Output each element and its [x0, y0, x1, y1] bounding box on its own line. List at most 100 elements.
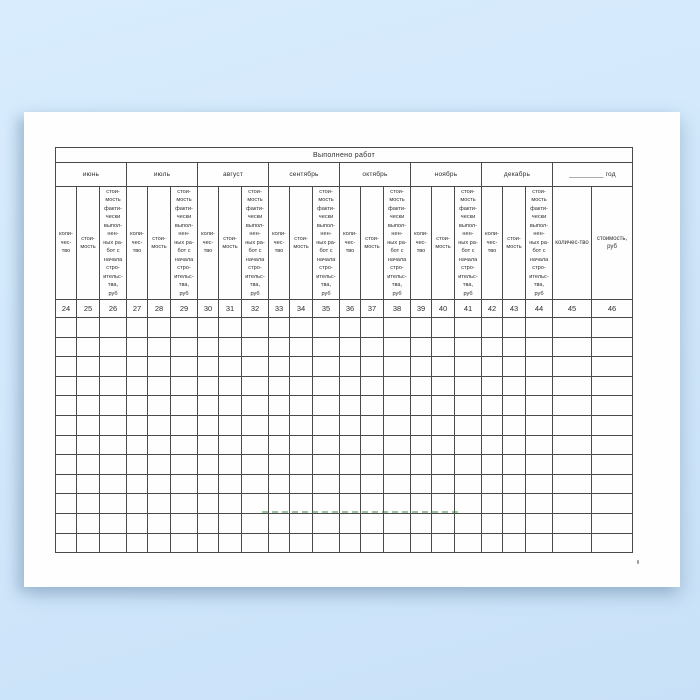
data-cell: [268, 532, 290, 554]
month-header-0: июнь: [55, 162, 127, 187]
data-cell: [525, 375, 553, 397]
data-cell: [218, 493, 242, 514]
data-cell: [312, 395, 340, 416]
data-cell: [525, 532, 553, 554]
data-cell: [431, 454, 455, 475]
data-cell: [410, 434, 432, 456]
data-cell: [383, 395, 411, 416]
data-cell: [126, 317, 148, 338]
data-cell: [76, 493, 100, 514]
data-cell: [502, 454, 526, 475]
data-cell: [481, 434, 503, 456]
data-cell: [76, 414, 100, 436]
data-cell: [339, 473, 361, 495]
data-cell: [218, 512, 242, 534]
data-cell: [55, 532, 77, 554]
data-cell: [339, 356, 361, 377]
data-cell: [241, 493, 269, 514]
data-cell: [481, 512, 503, 534]
data-cell: [170, 493, 198, 514]
data-cell: [454, 493, 482, 514]
data-cell: [481, 356, 503, 377]
data-cell: [552, 532, 592, 554]
data-cell: [410, 454, 432, 475]
data-cell: [241, 473, 269, 495]
data-cell: [197, 375, 219, 397]
cost-header-2: стои- мость: [218, 186, 242, 300]
data-cell: [170, 356, 198, 377]
data-cell: [339, 454, 361, 475]
data-cell: [126, 375, 148, 397]
data-cell: [502, 473, 526, 495]
data-cell: [454, 454, 482, 475]
data-cell: [55, 375, 77, 397]
data-cell: [241, 512, 269, 534]
data-cell: [55, 473, 77, 495]
column-number-cell: 32: [241, 299, 269, 318]
data-cell: [591, 473, 633, 495]
quantity-header-2: коли- чес- тво: [197, 186, 219, 300]
data-cell: [197, 454, 219, 475]
data-cell: [383, 473, 411, 495]
data-cell: [591, 532, 633, 554]
data-cell: [289, 414, 313, 436]
data-cell: [339, 336, 361, 358]
data-cell: [525, 395, 553, 416]
data-cell: [431, 493, 455, 514]
data-cell: [126, 336, 148, 358]
data-cell: [218, 473, 242, 495]
data-cell: [552, 414, 592, 436]
data-cell: [76, 473, 100, 495]
data-cell: [147, 375, 171, 397]
column-number-cell: 24: [55, 299, 77, 318]
data-cell: [241, 375, 269, 397]
data-cell: [170, 532, 198, 554]
data-cell: [383, 454, 411, 475]
data-cell: [241, 356, 269, 377]
cost-header-5: стои- мость: [431, 186, 455, 300]
data-cell: [591, 493, 633, 514]
data-cell: [170, 473, 198, 495]
data-cell: [360, 454, 384, 475]
data-cell: [410, 512, 432, 534]
data-cell: [99, 395, 127, 416]
data-cell: [126, 356, 148, 377]
data-cell: [552, 473, 592, 495]
data-cell: [76, 532, 100, 554]
data-cell: [76, 336, 100, 358]
column-number-cell: 38: [383, 299, 411, 318]
data-cell: [218, 454, 242, 475]
column-number-cell: 30: [197, 299, 219, 318]
data-cell: [197, 512, 219, 534]
data-cell: [552, 336, 592, 358]
data-cell: [410, 414, 432, 436]
data-cell: [552, 512, 592, 534]
data-cell: [147, 395, 171, 416]
data-cell: [99, 532, 127, 554]
data-cell: [147, 414, 171, 436]
data-cell: [454, 336, 482, 358]
month-header-1: июль: [126, 162, 198, 187]
data-cell: [268, 395, 290, 416]
data-cell: [218, 395, 242, 416]
data-cell: [481, 532, 503, 554]
data-cell: [454, 356, 482, 377]
data-cell: [289, 493, 313, 514]
data-cell: [289, 512, 313, 534]
data-cell: [410, 375, 432, 397]
data-cell: [170, 375, 198, 397]
data-cell: [289, 532, 313, 554]
data-cell: [431, 375, 455, 397]
data-cell: [525, 317, 553, 338]
data-cell: [383, 493, 411, 514]
data-cell: [241, 434, 269, 456]
data-cell: [268, 512, 290, 534]
column-number-cell: 46: [591, 299, 633, 318]
data-cell: [312, 493, 340, 514]
data-cell: [241, 336, 269, 358]
document-page: Выполнено работ июнь июль август сентябрь окт…: [24, 112, 680, 587]
data-cell: [481, 375, 503, 397]
data-cell: [454, 473, 482, 495]
data-cell: [55, 356, 77, 377]
data-cell: [410, 532, 432, 554]
